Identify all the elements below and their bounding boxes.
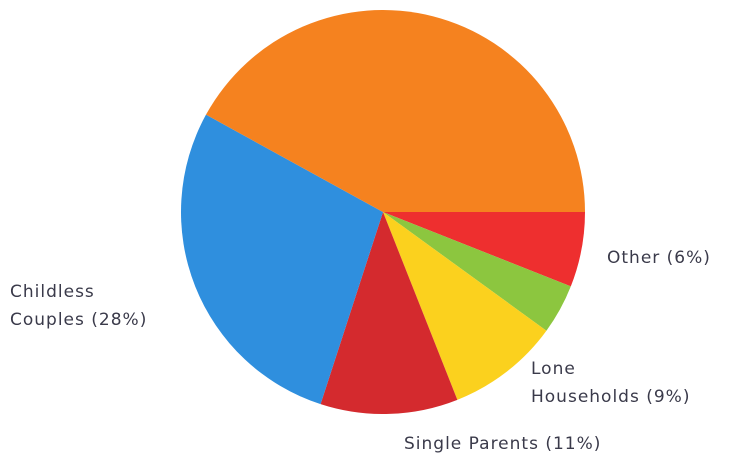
slice-label: Single Parents (11%) (404, 434, 602, 454)
pie-slice (383, 212, 571, 331)
pie-slice (205, 10, 585, 212)
slice-label: Childless Couples (28%) (10, 282, 148, 330)
pie-slice (181, 114, 383, 405)
pie-slice (383, 212, 547, 400)
slice-label: Other (6%) (607, 248, 711, 268)
pie-slice (320, 212, 458, 414)
slice-label: Lone Households (9%) (531, 359, 691, 407)
pie-slice (383, 212, 585, 287)
